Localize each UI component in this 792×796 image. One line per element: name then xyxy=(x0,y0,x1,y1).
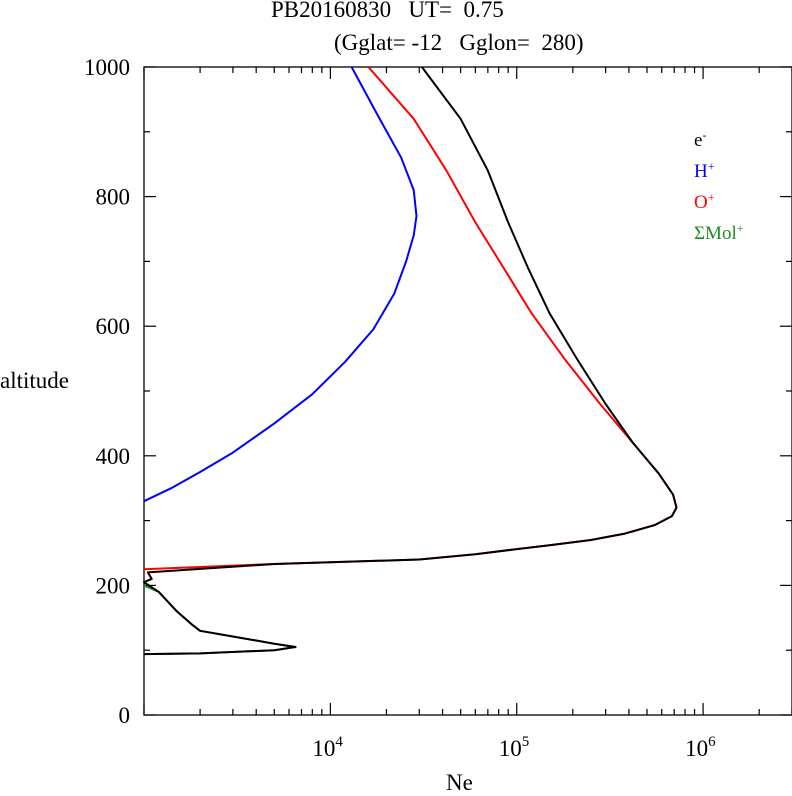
series-line-o xyxy=(143,66,678,571)
legend-entry: ΣMol+ xyxy=(694,221,744,244)
y-tick-label: 200 xyxy=(96,573,131,598)
chart-subtitle: (Gglat= -12 Gglon= 280) xyxy=(334,30,584,55)
x-tick-label: 105 xyxy=(499,734,530,761)
y-tick-label: 0 xyxy=(119,703,131,728)
legend-entry: H+ xyxy=(694,159,715,182)
series-line-e xyxy=(143,66,678,656)
series-lines xyxy=(143,66,678,656)
x-tick-label: 104 xyxy=(312,734,343,761)
y-tick-label: 1000 xyxy=(84,55,130,80)
chart-title: PB20160830 UT= 0.75 xyxy=(271,0,504,22)
y-tick-label: 400 xyxy=(96,444,131,469)
axis-ticks: 0 200 400 600 800 1000 104 105 106 xyxy=(84,55,792,761)
x-axis-label: Ne xyxy=(446,770,473,795)
y-tick-label: 800 xyxy=(96,185,131,210)
y-tick-label: 600 xyxy=(96,314,131,339)
series-line-h xyxy=(143,66,418,503)
legend-entry: O+ xyxy=(694,190,715,213)
y-axis-label: altitude xyxy=(0,368,69,393)
x-tick-label: 106 xyxy=(685,734,716,761)
legend-entry: e- xyxy=(694,128,707,151)
